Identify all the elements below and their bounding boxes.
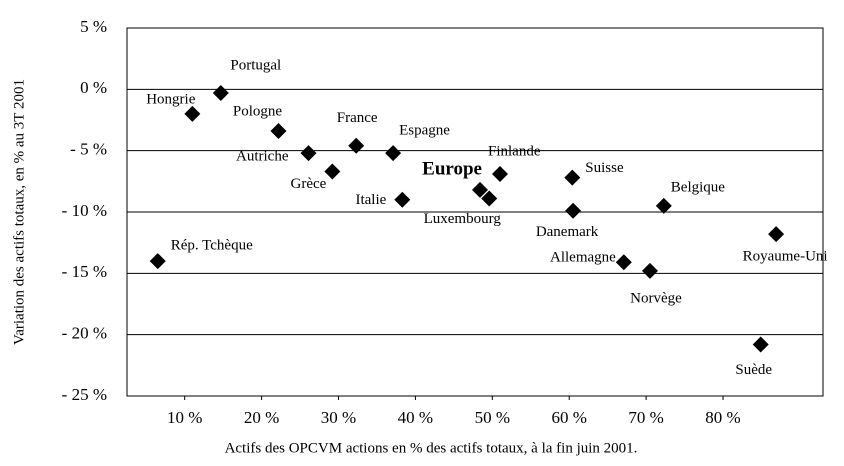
x-tick-label: 30 % [321, 408, 356, 427]
y-tick-label: - 10 % [62, 201, 107, 220]
point [641, 262, 658, 279]
point-label: Belgique [671, 179, 725, 195]
y-tick-label: - 25 % [62, 385, 107, 404]
point [385, 145, 402, 162]
point-label: Danemark [536, 224, 599, 240]
point-label: Suisse [585, 160, 624, 176]
point-label: Autriche [236, 149, 289, 165]
y-tick-label: 5 % [80, 17, 107, 36]
point [565, 202, 582, 219]
point [564, 169, 581, 186]
y-axis-title: Variation des actifs totaux, en % au 3T … [11, 79, 27, 345]
point [655, 197, 672, 214]
point-label: Rép. Tchèque [171, 238, 253, 254]
point [324, 163, 341, 180]
x-tick-label: 10 % [167, 408, 202, 427]
point [212, 85, 229, 102]
point [270, 123, 287, 140]
x-tick-label: 50 % [475, 408, 510, 427]
point [149, 253, 166, 270]
point-label: Pologne [233, 103, 283, 119]
point-label: Hongrie [146, 91, 195, 107]
point [471, 181, 488, 198]
point-label: Portugal [230, 57, 281, 73]
point [300, 145, 317, 162]
x-tick-label: 40 % [398, 408, 433, 427]
x-tick-label: 70 % [628, 408, 663, 427]
y-tick-label: - 15 % [62, 262, 107, 281]
point-label: Allemagne [550, 250, 616, 266]
point-label: Finlande [488, 143, 541, 159]
y-tick-label: 0 % [80, 78, 107, 97]
x-axis-title: Actifs des OPCVM actions en % des actifs… [225, 440, 638, 456]
point-label: Grèce [291, 176, 327, 192]
point [615, 254, 632, 271]
point [752, 336, 769, 353]
point [491, 165, 508, 182]
point-label: Suède [735, 362, 772, 378]
point [348, 137, 365, 154]
point-label: Espagne [399, 123, 450, 139]
point-label: Norvège [630, 290, 682, 306]
x-tick-label: 80 % [705, 408, 740, 427]
y-tick-label: - 20 % [62, 324, 107, 343]
point [481, 190, 498, 207]
y-tick-label: - 5 % [70, 140, 107, 159]
point-label: Royaume-Uni [743, 249, 828, 265]
point [184, 105, 201, 122]
point-label: Luxembourg [424, 211, 502, 227]
x-tick-label: 60 % [551, 408, 586, 427]
point [394, 191, 411, 208]
point-label: Europe [422, 158, 482, 179]
point-label: France [337, 110, 378, 126]
x-tick-label: 20 % [244, 408, 279, 427]
point [768, 226, 785, 243]
point-label: Italie [355, 192, 386, 208]
